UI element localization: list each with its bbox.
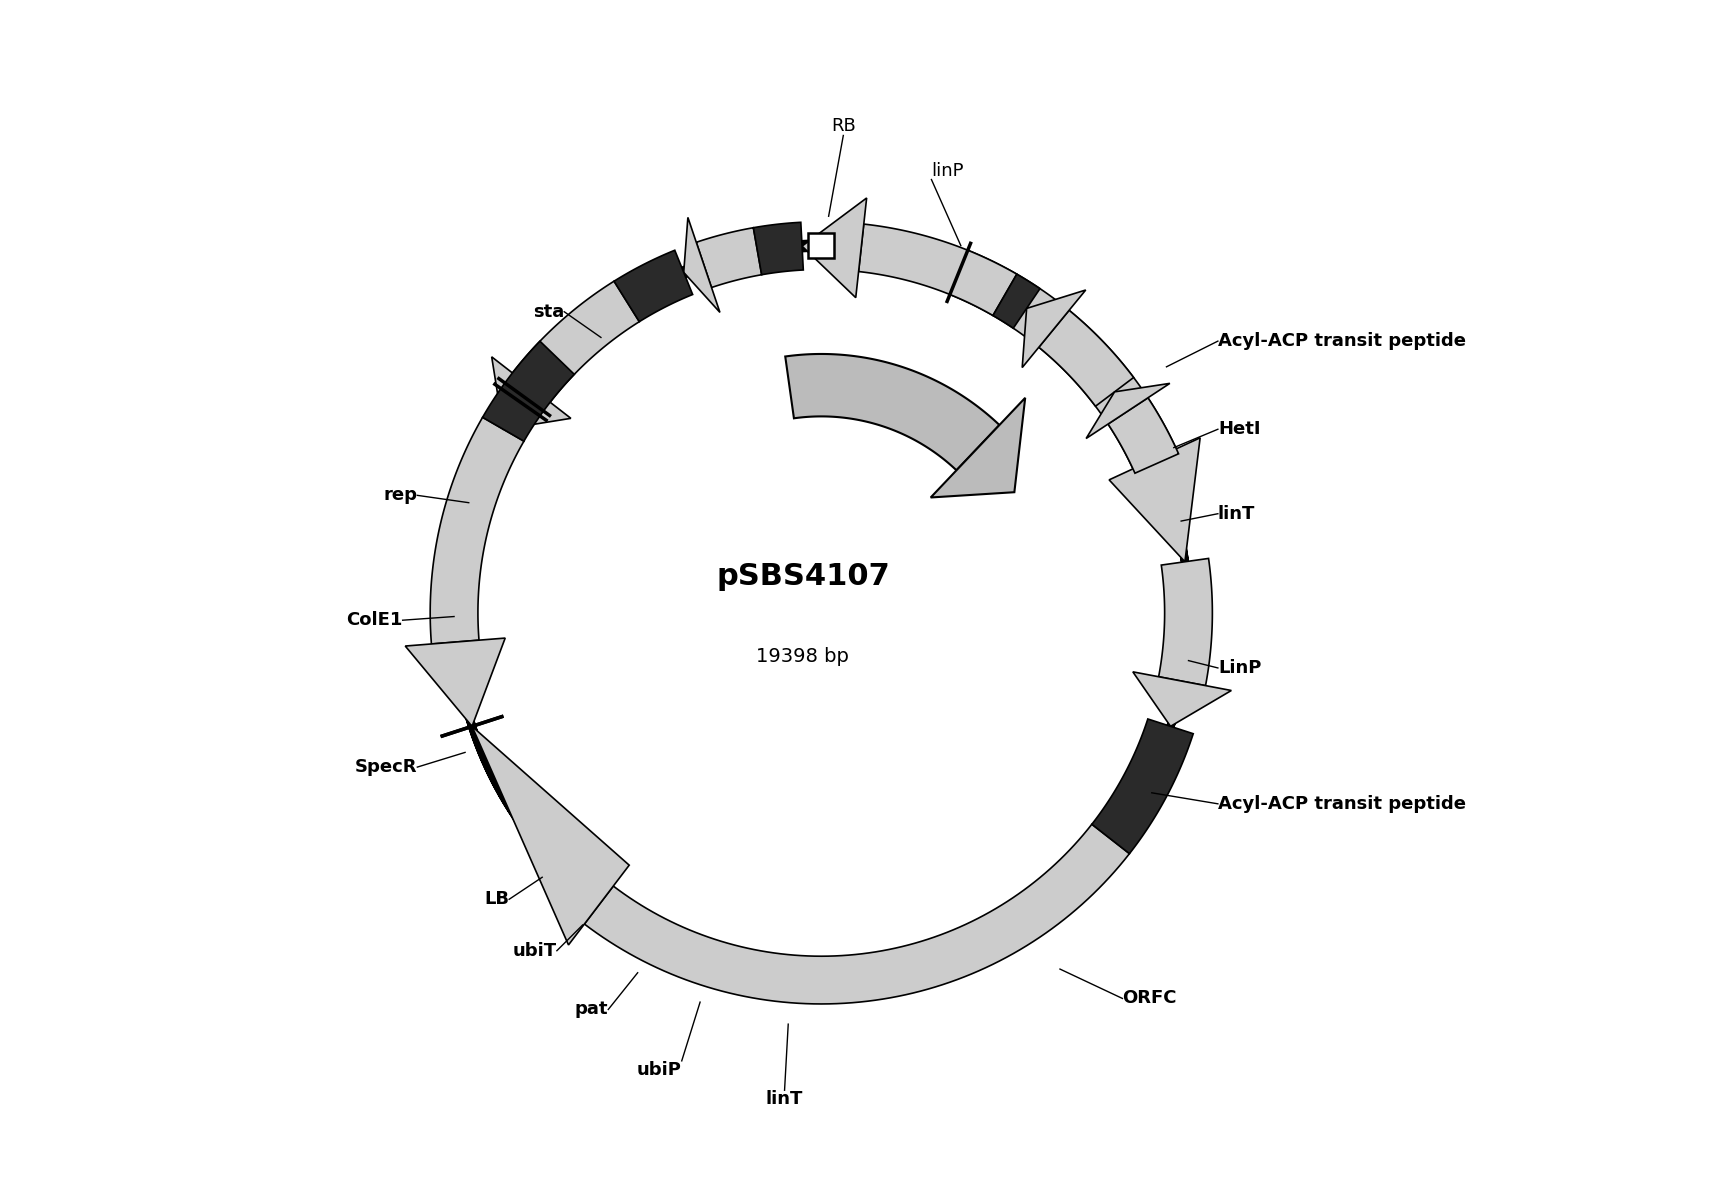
Text: LB: LB bbox=[484, 891, 510, 908]
Text: pSBS4107: pSBS4107 bbox=[716, 561, 891, 591]
Polygon shape bbox=[683, 218, 721, 313]
Text: linT: linT bbox=[765, 1090, 803, 1108]
Polygon shape bbox=[930, 398, 1024, 497]
Text: LinP: LinP bbox=[1218, 659, 1261, 677]
Polygon shape bbox=[492, 357, 571, 429]
Polygon shape bbox=[585, 824, 1129, 1004]
Polygon shape bbox=[697, 228, 762, 288]
Polygon shape bbox=[808, 233, 834, 258]
Text: sta: sta bbox=[534, 303, 565, 321]
Text: ColE1: ColE1 bbox=[347, 611, 403, 629]
Text: linT: linT bbox=[1218, 504, 1254, 523]
Polygon shape bbox=[951, 250, 1175, 468]
Polygon shape bbox=[1023, 290, 1086, 367]
Text: SpecR: SpecR bbox=[355, 759, 417, 776]
Polygon shape bbox=[482, 341, 575, 441]
Polygon shape bbox=[786, 354, 999, 471]
Polygon shape bbox=[431, 417, 523, 644]
Polygon shape bbox=[614, 250, 693, 322]
Text: linP: linP bbox=[932, 162, 964, 180]
Polygon shape bbox=[1109, 438, 1199, 561]
Polygon shape bbox=[1038, 310, 1134, 407]
Polygon shape bbox=[753, 222, 803, 275]
Text: ubiT: ubiT bbox=[513, 942, 558, 960]
Text: pat: pat bbox=[575, 1000, 607, 1019]
Text: HetI: HetI bbox=[1218, 420, 1260, 439]
Text: Acyl-ACP transit peptide: Acyl-ACP transit peptide bbox=[1218, 794, 1465, 813]
Polygon shape bbox=[1158, 559, 1213, 686]
Text: rep: rep bbox=[383, 486, 417, 504]
Polygon shape bbox=[994, 275, 1040, 328]
Text: RB: RB bbox=[831, 118, 856, 136]
Text: ORFC: ORFC bbox=[1122, 989, 1177, 1007]
Polygon shape bbox=[801, 199, 867, 297]
Polygon shape bbox=[1086, 383, 1170, 439]
Polygon shape bbox=[472, 726, 630, 945]
Polygon shape bbox=[1109, 398, 1179, 473]
Polygon shape bbox=[513, 281, 640, 402]
Polygon shape bbox=[405, 638, 505, 726]
Text: ubiP: ubiP bbox=[637, 1061, 681, 1078]
Polygon shape bbox=[1091, 719, 1193, 854]
Polygon shape bbox=[858, 224, 1018, 315]
Text: 19398 bp: 19398 bp bbox=[757, 648, 849, 666]
Polygon shape bbox=[1133, 672, 1232, 726]
Text: Acyl-ACP transit peptide: Acyl-ACP transit peptide bbox=[1218, 332, 1465, 350]
